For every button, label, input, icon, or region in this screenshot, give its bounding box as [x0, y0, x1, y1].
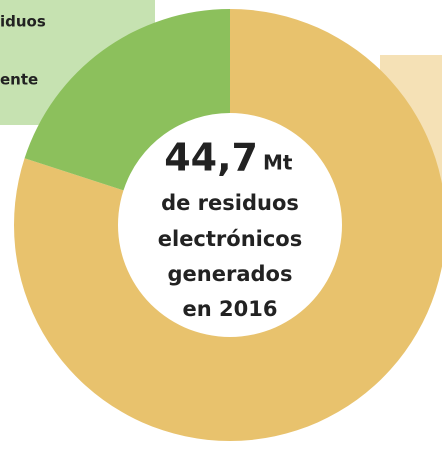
legend-text: ente	[0, 71, 38, 89]
center-text: electrónicos	[158, 227, 302, 251]
center-value: 44,7	[164, 136, 258, 180]
donut	[14, 9, 442, 441]
center-unit: Mt	[263, 151, 293, 175]
donut-slice	[14, 9, 442, 441]
legend-text: iduos	[0, 13, 46, 31]
center-text: en 2016	[183, 297, 278, 321]
donut-slice	[24, 9, 230, 191]
center-text: generados	[168, 262, 293, 286]
center-text: de residuos	[161, 191, 299, 215]
